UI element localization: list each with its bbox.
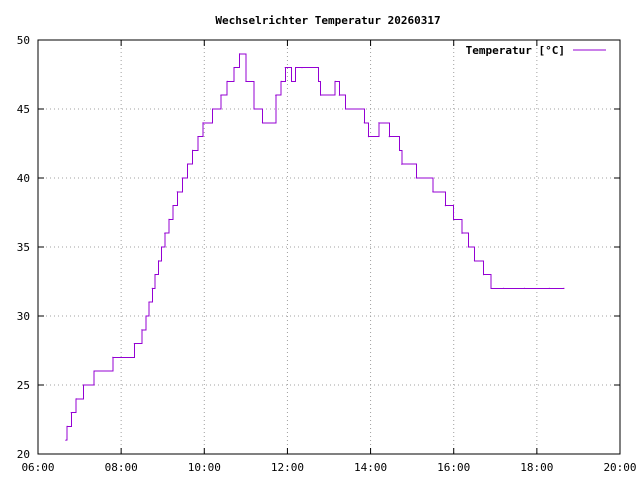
data-point <box>160 246 163 248</box>
data-point <box>220 94 222 96</box>
data-point <box>181 177 183 179</box>
data-point <box>66 425 68 427</box>
data-point <box>168 218 170 220</box>
x-tick-label: 12:00 <box>271 461 304 474</box>
axis-ticks: 06:00 08:00 10:00 12:00 14:00 16:00 18:00 20:00… <box>17 34 637 474</box>
gridlines <box>38 40 620 454</box>
data-point <box>145 315 147 317</box>
data-point <box>467 246 469 248</box>
x-tick-label: 14:00 <box>354 461 387 474</box>
data-point <box>158 260 160 262</box>
y-tick-label: 50 <box>17 34 30 47</box>
x-tick-label: 18:00 <box>520 461 553 474</box>
plot-frame <box>37 39 621 455</box>
x-tick-label: 16:00 <box>437 461 470 474</box>
x-tick-label: 10:00 <box>188 461 221 474</box>
data-point <box>212 108 214 110</box>
data-point <box>164 232 166 234</box>
data-point <box>154 274 156 276</box>
data-point <box>432 191 434 193</box>
x-tick-label: 20:00 <box>603 461 636 474</box>
data-point <box>563 287 565 289</box>
series-line <box>65 53 564 441</box>
data-point <box>176 191 178 193</box>
data-point <box>444 205 446 207</box>
data-point <box>363 122 365 124</box>
x-tick-label: 06:00 <box>21 461 54 474</box>
data-point <box>70 412 72 414</box>
data-point <box>275 94 277 96</box>
data-point <box>503 287 505 289</box>
series-points <box>65 53 565 441</box>
data-point <box>286 67 288 69</box>
data-point <box>291 80 293 82</box>
data-point <box>233 67 235 69</box>
data-point <box>320 94 322 96</box>
data-point <box>367 136 370 138</box>
data-point <box>151 287 153 289</box>
data-point <box>112 356 114 358</box>
data-point <box>523 287 526 289</box>
data-point <box>133 343 135 345</box>
data-point <box>453 218 455 220</box>
y-tick-label: 45 <box>17 103 30 116</box>
y-tick-label: 40 <box>17 172 30 185</box>
data-point <box>345 108 347 110</box>
data-point <box>295 67 297 69</box>
legend-label: Temperatur [°C] <box>466 44 565 57</box>
data-point <box>401 163 403 165</box>
y-tick-label: 20 <box>17 448 30 461</box>
data-point <box>172 205 174 207</box>
y-tick-label: 35 <box>17 241 30 254</box>
data-point <box>197 136 199 138</box>
data-point <box>399 149 401 151</box>
data-point <box>253 108 255 110</box>
data-point <box>415 177 417 179</box>
data-point <box>83 384 85 386</box>
data-point <box>280 80 282 82</box>
data-point <box>490 287 492 289</box>
data-point <box>473 260 476 262</box>
data-point <box>65 439 67 441</box>
data-point <box>284 67 286 69</box>
data-point <box>93 370 95 372</box>
data-point <box>141 329 143 331</box>
data-point <box>378 122 380 124</box>
data-point <box>148 301 150 303</box>
data-point <box>192 149 194 151</box>
data-point <box>334 80 336 82</box>
data-point <box>388 136 390 138</box>
data-point <box>461 232 463 234</box>
data-point <box>239 53 241 55</box>
data-point <box>548 287 550 289</box>
legend: Temperatur [°C] <box>466 44 606 57</box>
data-point <box>261 122 264 124</box>
x-tick-label: 08:00 <box>105 461 138 474</box>
data-point <box>338 94 340 96</box>
data-point <box>187 163 189 165</box>
data-point <box>226 80 228 82</box>
data-point <box>245 80 247 82</box>
data-point <box>75 398 77 400</box>
chart-title: Wechselrichter Temperatur 20260317 <box>215 14 440 27</box>
data-point <box>483 274 485 276</box>
series-layer <box>65 53 565 441</box>
data-point <box>202 122 204 124</box>
y-tick-label: 30 <box>17 310 30 323</box>
data-point <box>318 80 320 82</box>
data-point <box>301 67 303 69</box>
y-tick-label: 25 <box>17 379 30 392</box>
